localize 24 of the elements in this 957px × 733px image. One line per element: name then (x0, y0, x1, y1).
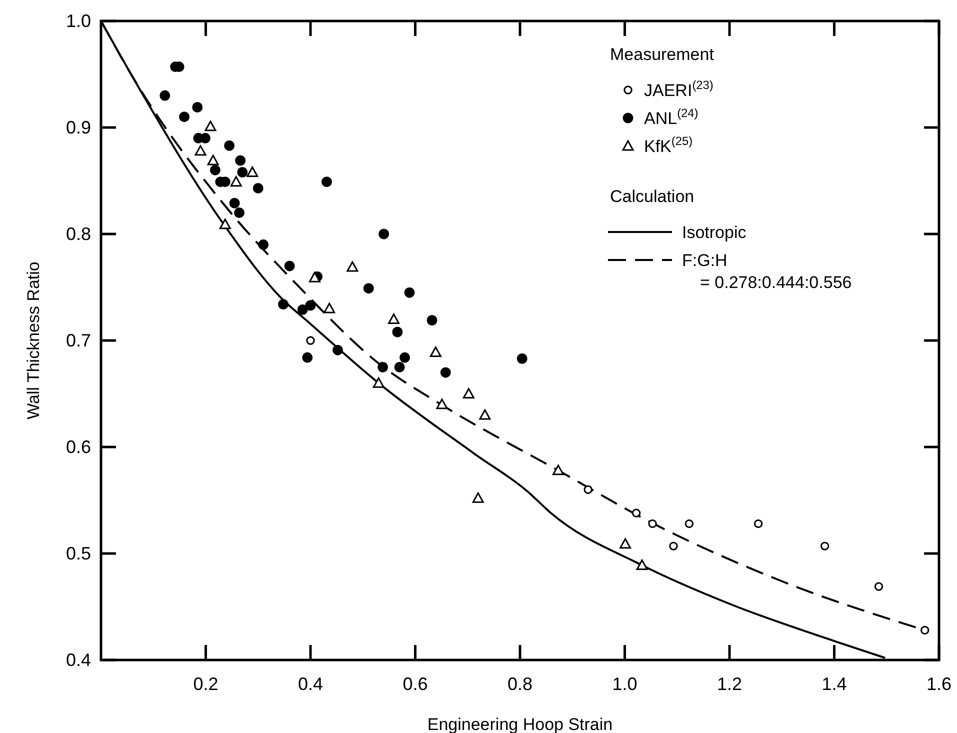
x-tick-label: 1.2 (716, 674, 742, 694)
y-tick-label: 0.6 (66, 437, 91, 457)
legend-label: KfK$^{(25)}$ (644, 134, 693, 156)
y-axis-title: Wall Thickness Ratio (24, 262, 43, 420)
x-tick-label: 1.4 (822, 674, 847, 694)
y-tick-label: 0.8 (66, 224, 91, 244)
annotation: = 0.278:0.444:0.556 (700, 273, 852, 292)
x-tick-label: 0.6 (402, 674, 428, 694)
x-tick-label: 1.0 (612, 674, 638, 694)
y-tick-label: 0.9 (66, 118, 91, 138)
legend-label: JAERI$^{(23)}$ (644, 78, 714, 100)
x-tick-label: 0.4 (298, 674, 324, 694)
y-tick-label: 0.4 (66, 650, 91, 670)
x-tick-label: 1.6 (926, 674, 952, 694)
legend-label: F:G:H (682, 251, 728, 270)
x-tick-label: 0.8 (507, 674, 533, 694)
annotation: Calculation (610, 187, 694, 206)
y-tick-label: 1.0 (66, 11, 91, 31)
legend-label: Isotropic (682, 223, 747, 242)
legend-label: ANL$^{(24)}$ (644, 106, 698, 128)
x-tick-label: 0.2 (193, 674, 218, 694)
y-tick-label: 0.5 (66, 544, 91, 564)
y-tick-label: 0.7 (66, 330, 91, 350)
legend-title: Measurement (610, 45, 714, 64)
